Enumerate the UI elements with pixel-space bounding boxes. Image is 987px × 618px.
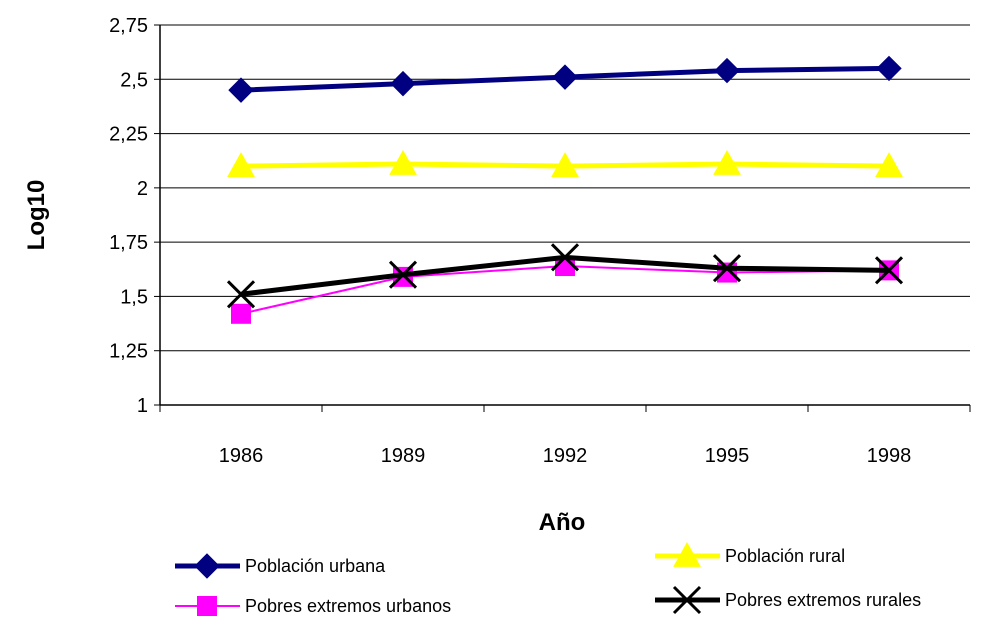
x-tick-label: 1995 [705, 445, 750, 467]
data-point [390, 70, 416, 97]
data-point [226, 280, 256, 309]
data-point [389, 149, 417, 175]
x-tick-label: 1989 [381, 445, 426, 467]
legend-marker [197, 596, 217, 616]
data-point [551, 152, 579, 178]
data-point [388, 260, 418, 289]
x-marker-stroke [672, 585, 702, 615]
legend-marker [673, 541, 701, 567]
data-point [552, 64, 578, 90]
legend-marker [194, 553, 220, 579]
y-axis-title: Log10 [23, 180, 50, 251]
y-tick-label: 2,25 [109, 124, 148, 146]
x-axis-title: Año [539, 509, 586, 536]
legend-item-0: Población urbana [175, 553, 386, 579]
series-0 [228, 55, 902, 103]
legend-label: Población rural [725, 546, 845, 566]
x-marker-stroke [388, 260, 418, 289]
y-tick-label: 1,5 [120, 286, 148, 308]
data-point [875, 152, 903, 178]
x-tick-label: 1992 [543, 445, 588, 467]
legend-label: Pobres extremos urbanos [245, 596, 451, 616]
legend-label: Pobres extremos rurales [725, 590, 921, 610]
data-point [227, 152, 255, 178]
x-tick-label: 1986 [219, 445, 264, 467]
legend: Población urbana Población rural Pobres ex… [175, 541, 921, 616]
series-1 [227, 149, 903, 178]
x-marker-stroke [226, 280, 256, 309]
legend-label: Población urbana [245, 556, 386, 576]
series-2 [231, 256, 899, 324]
legend-marker [672, 585, 702, 615]
data-point [550, 243, 580, 272]
legend-item-2: Pobres extremos urbanos [175, 596, 451, 616]
data-point [713, 149, 741, 175]
x-marker-stroke [712, 254, 742, 283]
series-3 [226, 243, 904, 309]
tick-labels: 1 1,25 1,5 1,75 2 2,25 2,5 2,75 1986 1989 1992 1995… [109, 15, 911, 467]
series-lines [226, 55, 904, 324]
x-marker-stroke [550, 243, 580, 272]
data-point [712, 254, 742, 283]
axes [154, 24, 971, 412]
y-tick-label: 2 [137, 178, 148, 200]
y-tick-label: 2,75 [109, 15, 148, 37]
x-marker-stroke [874, 256, 904, 285]
data-point [231, 303, 251, 324]
data-point [714, 57, 740, 84]
y-tick-label: 1 [137, 395, 148, 417]
y-tick-label: 2,5 [120, 69, 148, 91]
y-tick-label: 1,25 [109, 341, 148, 363]
y-tick-label: 1,75 [109, 232, 148, 254]
data-point [874, 256, 904, 285]
legend-item-1: Población rural [655, 541, 845, 567]
data-point [228, 77, 254, 103]
x-tick-label: 1998 [867, 445, 912, 467]
legend-item-3: Pobres extremos rurales [655, 585, 921, 615]
data-point [876, 55, 902, 82]
